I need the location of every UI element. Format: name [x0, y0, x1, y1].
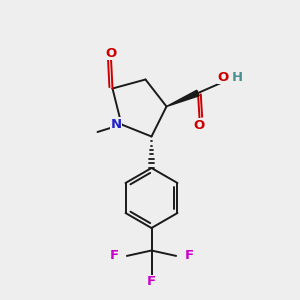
Text: F: F [147, 275, 156, 288]
Polygon shape [167, 90, 199, 106]
Text: F: F [110, 249, 118, 262]
Text: N: N [110, 118, 122, 131]
Text: O: O [218, 70, 229, 84]
Text: O: O [194, 118, 205, 132]
Text: F: F [184, 249, 194, 262]
Text: O: O [105, 46, 117, 60]
Text: H: H [231, 70, 243, 84]
